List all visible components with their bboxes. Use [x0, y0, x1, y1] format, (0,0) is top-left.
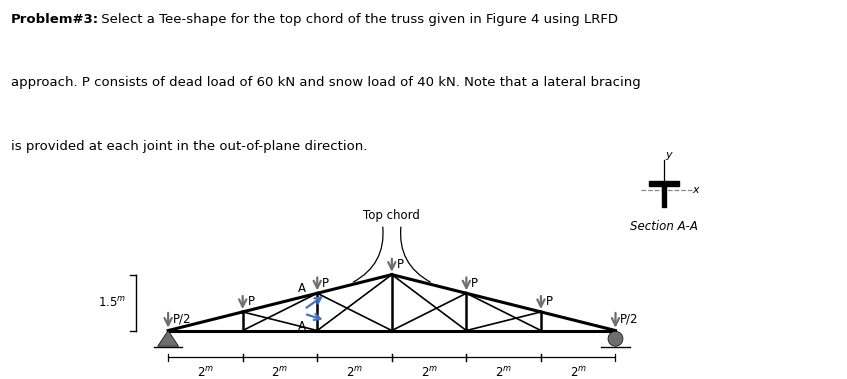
Text: 1.5$^m$: 1.5$^m$: [97, 296, 126, 310]
Text: Section A-A: Section A-A: [630, 221, 698, 233]
Text: P: P: [322, 277, 329, 290]
Text: y: y: [666, 150, 672, 160]
Polygon shape: [158, 330, 179, 346]
Text: A: A: [297, 282, 306, 295]
Text: approach. P consists of dead load of 60 kN and snow load of 40 kN. Note that a l: approach. P consists of dead load of 60 …: [11, 77, 641, 89]
Text: A: A: [297, 320, 306, 333]
FancyBboxPatch shape: [649, 181, 678, 186]
Text: P: P: [545, 295, 553, 308]
Text: is provided at each joint in the out-of-plane direction.: is provided at each joint in the out-of-…: [11, 140, 368, 153]
Text: 2$^m$: 2$^m$: [197, 366, 214, 379]
Text: 2$^m$: 2$^m$: [421, 366, 438, 379]
Text: 2$^m$: 2$^m$: [271, 366, 289, 379]
Text: P: P: [396, 258, 404, 271]
Text: 2$^m$: 2$^m$: [495, 366, 512, 379]
FancyBboxPatch shape: [662, 186, 667, 207]
Text: Problem#3:: Problem#3:: [11, 13, 99, 26]
Text: P/2: P/2: [173, 313, 191, 326]
Text: P: P: [247, 295, 255, 308]
Text: 2$^m$: 2$^m$: [570, 366, 587, 379]
Text: x: x: [693, 185, 700, 195]
Text: P/2: P/2: [620, 313, 639, 326]
Circle shape: [608, 331, 623, 346]
Text: 2$^m$: 2$^m$: [346, 366, 363, 379]
Text: Select a Tee-shape for the top chord of the truss given in Figure 4 using LRFD: Select a Tee-shape for the top chord of …: [97, 13, 618, 26]
Text: P: P: [471, 277, 479, 290]
Text: Top chord: Top chord: [363, 210, 420, 222]
